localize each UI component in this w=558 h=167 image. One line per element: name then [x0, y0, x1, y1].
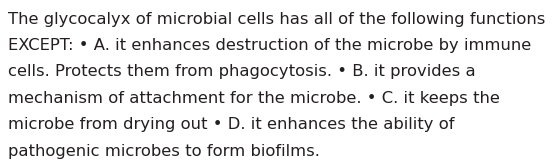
Text: EXCEPT: • A. it enhances destruction of the microbe by immune: EXCEPT: • A. it enhances destruction of …	[8, 38, 532, 53]
Text: cells. Protects them from phagocytosis. • B. it provides a: cells. Protects them from phagocytosis. …	[8, 64, 476, 79]
Text: microbe from drying out • D. it enhances the ability of: microbe from drying out • D. it enhances…	[8, 117, 455, 132]
Text: mechanism of attachment for the microbe. • C. it keeps the: mechanism of attachment for the microbe.…	[8, 91, 500, 106]
Text: The glycocalyx of microbial cells has all of the following functions: The glycocalyx of microbial cells has al…	[8, 12, 546, 27]
Text: pathogenic microbes to form biofilms.: pathogenic microbes to form biofilms.	[8, 144, 320, 159]
